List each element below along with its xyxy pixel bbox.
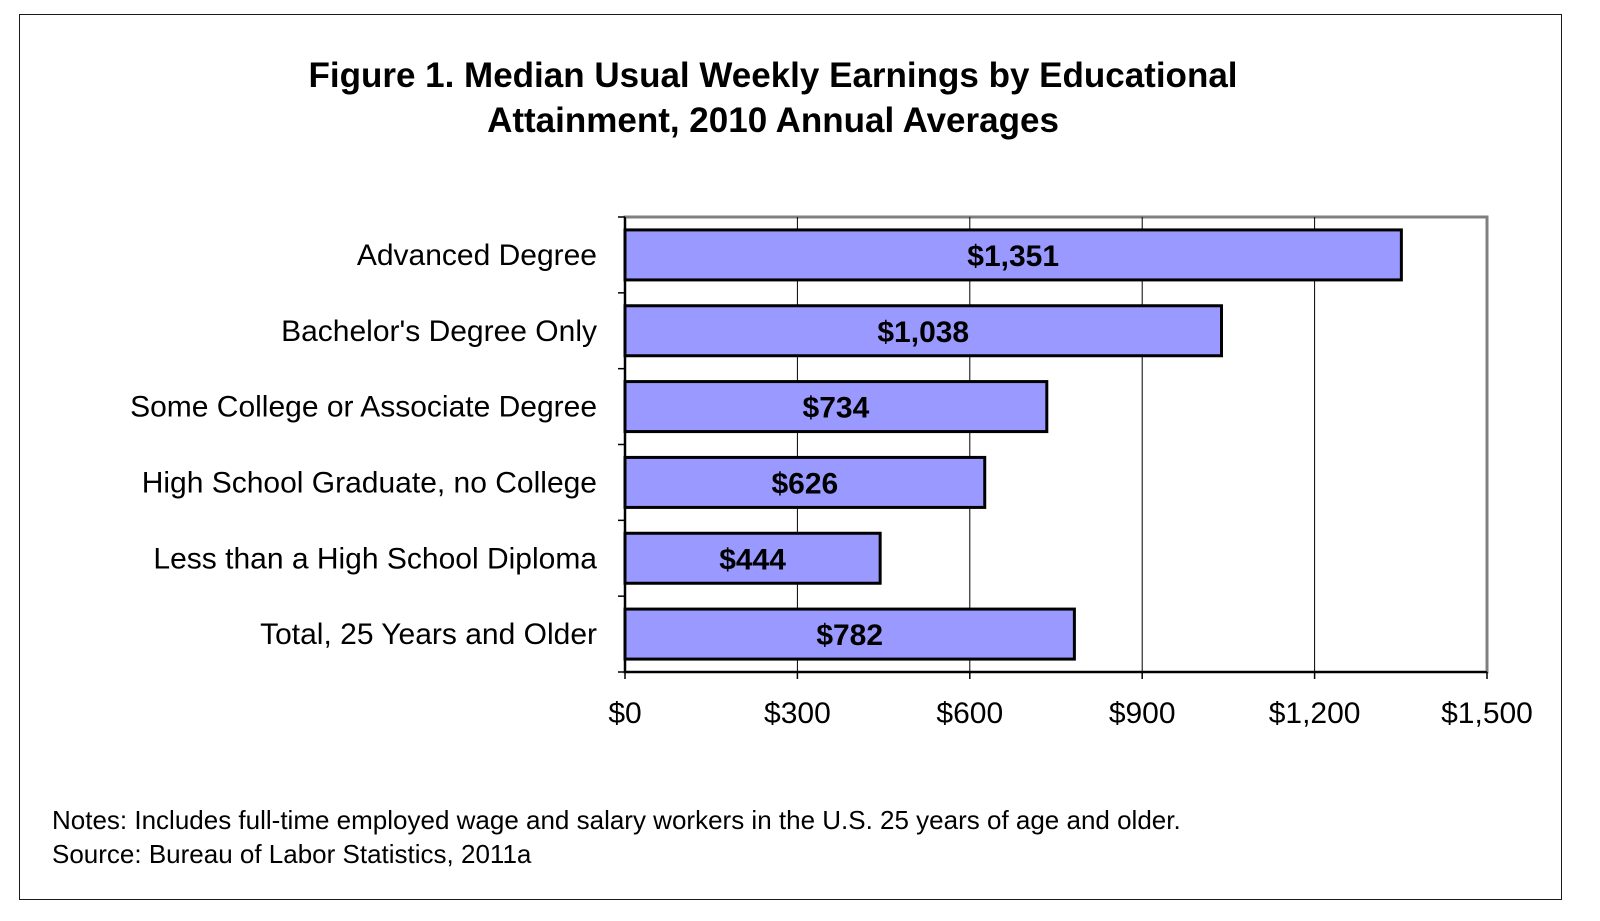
category-label: High School Graduate, no College (142, 466, 597, 499)
x-tick-label: $0 (608, 697, 641, 730)
category-label: Less than a High School Diploma (153, 542, 597, 575)
chart-title-line-2: Attainment, 2010 Annual Averages (487, 101, 1059, 140)
category-label: Advanced Degree (357, 239, 597, 272)
category-label: Total, 25 Years and Older (260, 618, 597, 651)
x-tick-label: $300 (764, 697, 831, 730)
bar (623, 304, 1224, 358)
x-tick-label: $900 (1109, 697, 1176, 730)
data-label: $734 (803, 392, 870, 425)
data-label: $782 (816, 619, 883, 652)
notes-text: Notes: Includes full-time employed wage … (52, 805, 1181, 835)
data-label: $444 (719, 543, 786, 576)
category-label: Bachelor's Degree Only (281, 315, 597, 348)
category-label: Some College or Associate Degree (130, 391, 597, 424)
bar (623, 228, 1403, 282)
x-tick-label: $600 (936, 697, 1003, 730)
chart-title-line-1: Figure 1. Median Usual Weekly Earnings b… (308, 56, 1237, 95)
plot-area: $1,351 Advanced Degree $1,038 Bachelor's De… (130, 215, 1533, 730)
bar (623, 607, 1076, 661)
x-tick-label: $1,200 (1269, 697, 1361, 730)
x-tick-label: $1,500 (1441, 697, 1533, 730)
data-label: $1,038 (877, 316, 969, 349)
data-label: $626 (771, 467, 838, 500)
data-label: $1,351 (967, 240, 1059, 273)
plot-border (623, 215, 1489, 674)
source-text: Source: Bureau of Labor Statistics, 2011… (52, 839, 532, 869)
